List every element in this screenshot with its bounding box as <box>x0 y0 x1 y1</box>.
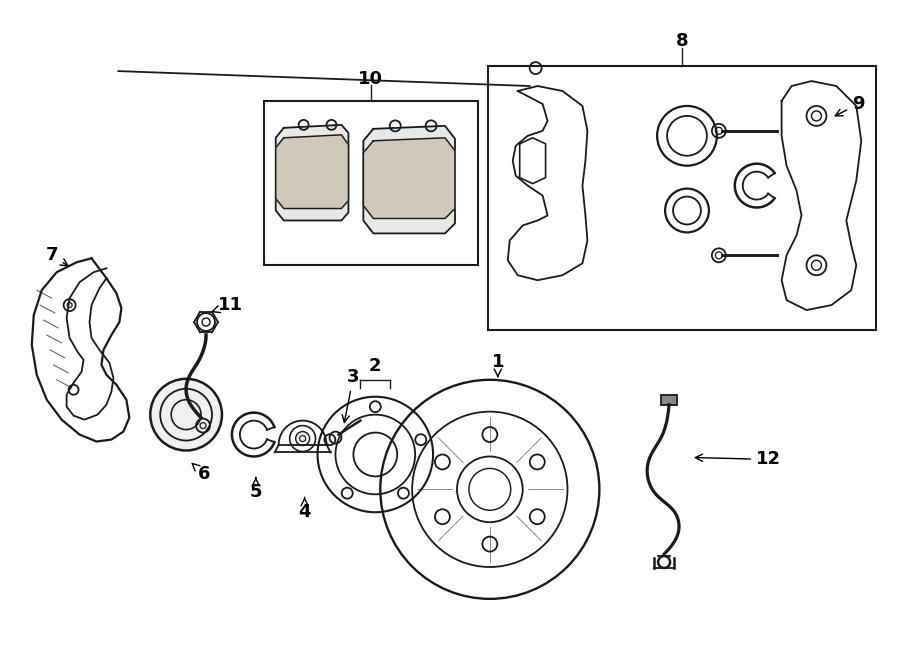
Text: 9: 9 <box>835 95 865 116</box>
Text: 12: 12 <box>696 450 781 469</box>
Polygon shape <box>364 137 455 219</box>
Text: 5: 5 <box>249 478 262 501</box>
Polygon shape <box>508 86 588 280</box>
Polygon shape <box>781 81 861 310</box>
Bar <box>488 66 877 330</box>
Text: 7: 7 <box>45 247 68 266</box>
Text: 6: 6 <box>193 463 211 483</box>
Text: 10: 10 <box>358 70 383 88</box>
Text: 4: 4 <box>299 498 310 522</box>
Text: 2: 2 <box>369 357 382 375</box>
Polygon shape <box>275 135 348 208</box>
Text: 8: 8 <box>676 32 688 50</box>
Polygon shape <box>364 126 455 233</box>
Text: 3: 3 <box>342 368 360 422</box>
Polygon shape <box>275 125 348 221</box>
Circle shape <box>150 379 222 451</box>
Bar <box>264 101 478 265</box>
Bar <box>662 395 677 405</box>
Text: 11: 11 <box>212 296 243 314</box>
Text: 1: 1 <box>491 353 504 377</box>
